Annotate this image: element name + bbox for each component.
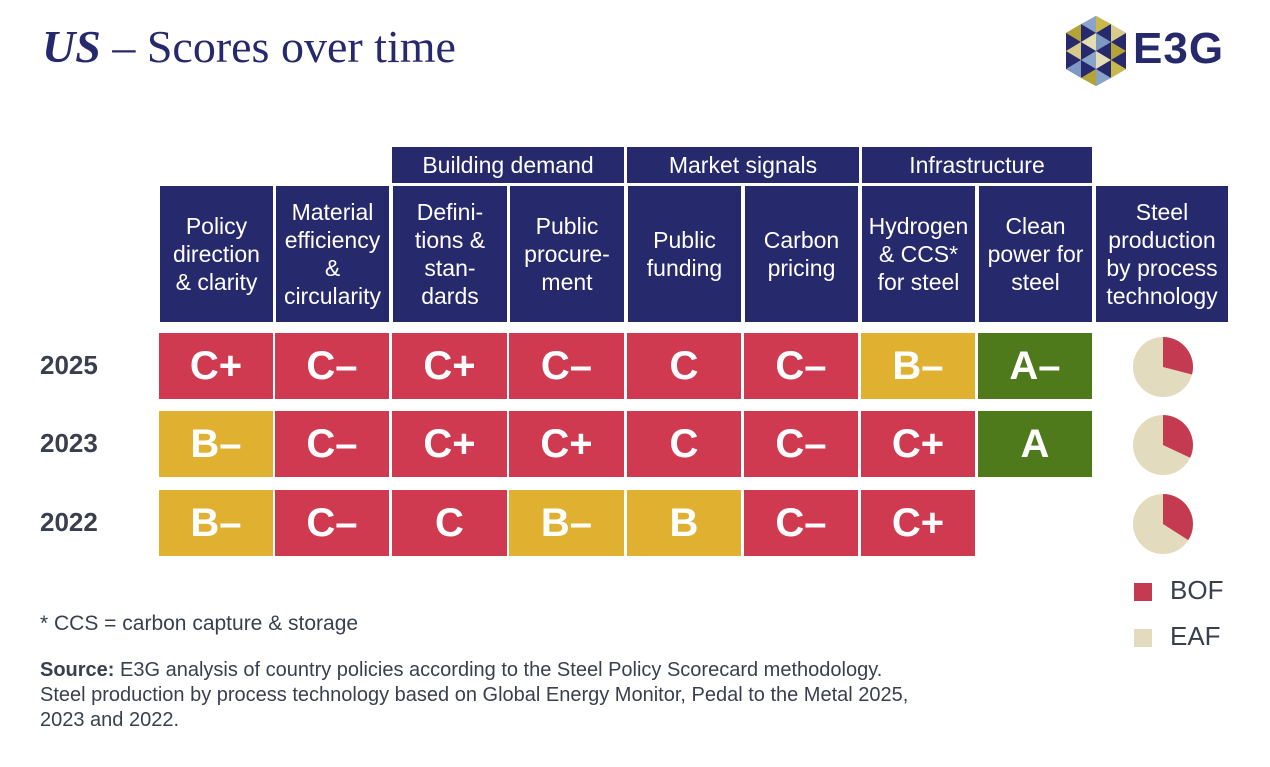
- source-line-3: 2023 and 2022.: [40, 709, 180, 731]
- source-note: Source: E3G analysis of country policies…: [40, 658, 1020, 733]
- score-cell-2022-col3: C: [392, 490, 507, 556]
- pie-slice-bof-2025: [1163, 337, 1194, 375]
- column-header-4: Public procure- ment: [510, 186, 624, 322]
- score-cell-2023-col3: C+: [392, 411, 507, 477]
- pie-chart-2022: [1133, 494, 1193, 554]
- column-header-3: Defini- tions & stan- dards: [393, 186, 507, 322]
- score-cell-2025-col3: C+: [392, 333, 507, 399]
- legend-swatch-bof: [1134, 583, 1152, 601]
- legend-label-eaf: EAF: [1170, 621, 1221, 651]
- score-cell-2025-col7: B–: [861, 333, 975, 399]
- year-label-2025: 2025: [40, 350, 98, 380]
- footnote: * CCS = carbon capture & storage: [40, 612, 359, 635]
- e3g-logo-hexagon-icon: [1066, 16, 1126, 86]
- score-cell-2022-col4: B–: [509, 490, 624, 556]
- score-cell-2023-col2: C–: [275, 411, 389, 477]
- year-label-2023: 2023: [40, 428, 98, 458]
- score-cell-2023-col8: A: [978, 411, 1092, 477]
- e3g-logo-text: E3G: [1133, 24, 1225, 73]
- score-cell-2025-col6: C–: [744, 333, 858, 399]
- score-cell-2023-col4: C+: [509, 411, 624, 477]
- e3g-logo: [1064, 14, 1234, 88]
- pie-chart-2025: [1133, 337, 1194, 397]
- source-label: Source:: [40, 659, 115, 681]
- pie-chart-2023: [1133, 415, 1193, 475]
- score-cell-2025-col2: C–: [275, 333, 389, 399]
- score-cell-2022-col1: B–: [159, 490, 273, 556]
- group-header-building-demand: Building demand: [392, 147, 624, 183]
- score-cell-2023-col6: C–: [744, 411, 858, 477]
- year-label-2022: 2022: [40, 507, 98, 537]
- legend-swatch-eaf: [1134, 629, 1152, 647]
- title-rest: – Scores over time: [100, 21, 456, 72]
- legend-label-bof: BOF: [1170, 575, 1224, 605]
- group-header-infrastructure: Infrastructure: [862, 147, 1092, 183]
- score-cell-2023-col7: C+: [861, 411, 975, 477]
- score-cell-2023-col5: C: [627, 411, 741, 477]
- column-header-8: Clean power for steel: [979, 186, 1092, 322]
- source-line-1: E3G analysis of country policies accordi…: [114, 659, 883, 681]
- score-cell-2025-col1: C+: [159, 333, 273, 399]
- source-line-2: Steel production by process technology b…: [40, 684, 909, 706]
- score-cell-2022-col6: C–: [744, 490, 858, 556]
- column-header-6: Carbon pricing: [745, 186, 858, 322]
- pie-slice-bof-2022: [1163, 494, 1193, 541]
- group-header-market-signals: Market signals: [627, 147, 859, 183]
- pie-slice-bof-2023: [1163, 415, 1193, 458]
- score-cell-2025-col8: A–: [978, 333, 1092, 399]
- column-header-7: Hydrogen & CCS* for steel: [862, 186, 975, 322]
- score-cell-2022-col7: C+: [861, 490, 975, 556]
- page-title: US – Scores over time: [42, 20, 456, 73]
- column-header-2: Material efficiency & circularity: [276, 186, 389, 322]
- column-header-9: Steel production by process technology: [1096, 186, 1228, 322]
- title-country: US: [42, 21, 101, 72]
- score-cell-2025-col5: C: [627, 333, 741, 399]
- score-cell-2022-col2: C–: [275, 490, 389, 556]
- score-cell-2023-col1: B–: [159, 411, 273, 477]
- column-header-5: Public funding: [628, 186, 741, 322]
- column-header-1: Policy direction & clarity: [160, 186, 273, 322]
- score-cell-2022-col5: B: [627, 490, 741, 556]
- score-cell-2025-col4: C–: [509, 333, 624, 399]
